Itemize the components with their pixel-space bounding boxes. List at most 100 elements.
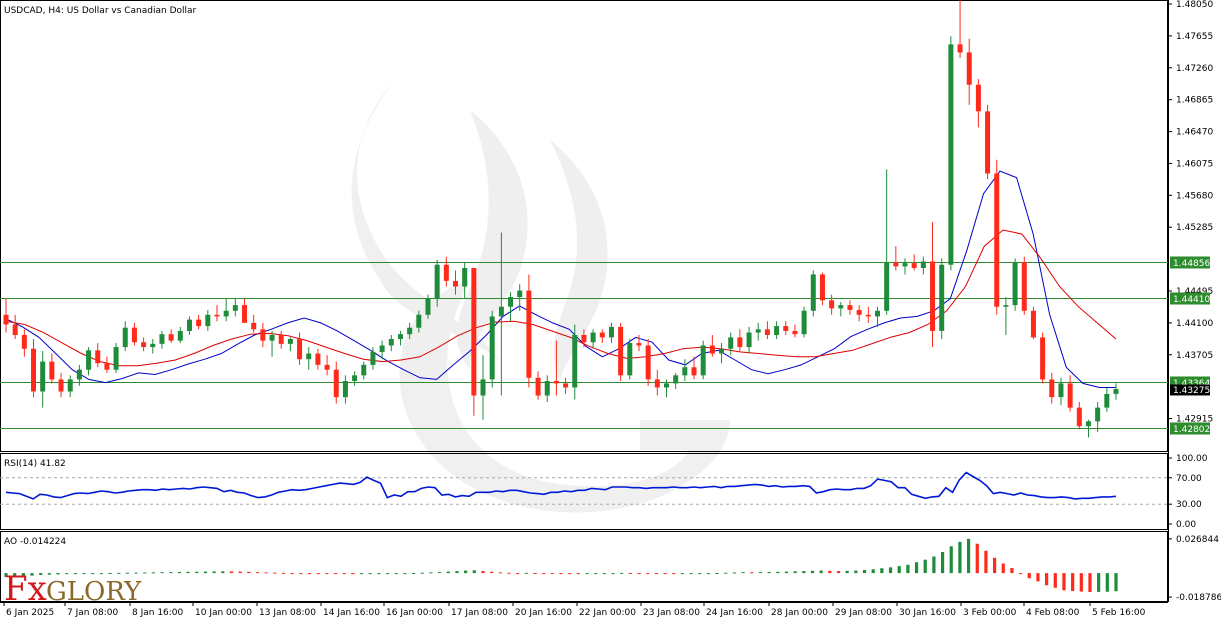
ao-bar <box>871 569 875 574</box>
candle-body <box>645 345 651 380</box>
ao-bar <box>498 572 502 574</box>
ao-bar <box>906 564 910 574</box>
candle-body <box>434 264 440 299</box>
rsi-polyline <box>5 471 1117 500</box>
ao-bar <box>888 567 893 574</box>
ao-bar <box>646 573 650 575</box>
panel-frames <box>0 0 1168 602</box>
ao-bar <box>966 538 971 574</box>
ao-bar <box>1010 568 1014 574</box>
ao-bar <box>221 571 225 574</box>
ao-bar <box>819 570 823 574</box>
ao-bar <box>620 572 624 574</box>
ao-bar <box>411 572 416 574</box>
price-axis-ticks: 1.48050 1.47655 1.47260 1.46865 1.46470 1.460… <box>1168 0 1221 603</box>
candle-body <box>719 348 725 354</box>
level-label-text: 1.42802 <box>1173 425 1210 435</box>
candle-body <box>223 310 229 317</box>
ao-bar <box>672 573 676 575</box>
candle-body <box>31 348 37 392</box>
candle-body <box>489 316 495 380</box>
ao-bar <box>281 572 286 574</box>
ao-bar <box>1036 573 1040 582</box>
price-tick-label: 1.45285 <box>1176 223 1213 233</box>
ao-bar <box>472 570 476 574</box>
chart-title: USDCAD, H4: US Dollar vs Canadian Dollar <box>4 6 197 16</box>
time-tick-label: 5 Feb 16:00 <box>1092 608 1146 618</box>
ao-bar <box>420 572 424 574</box>
candle-body <box>1012 262 1018 306</box>
price-tick-label: 1.43705 <box>1176 351 1213 361</box>
candle-body <box>948 44 954 265</box>
candle-body <box>682 367 688 376</box>
candle-body <box>618 326 624 376</box>
time-tick-label: 20 Jan 16:00 <box>515 608 572 618</box>
ao-bar <box>212 571 216 574</box>
ao-bar <box>316 573 320 575</box>
ao-bar <box>654 573 658 575</box>
ao-bar <box>1105 573 1109 592</box>
rsi-tick-label: 100.00 <box>1176 454 1208 464</box>
candle-body <box>370 351 376 365</box>
candle-body <box>58 379 64 392</box>
ao-bar <box>706 573 711 575</box>
candle-body <box>1003 305 1009 307</box>
candle-body <box>1113 389 1119 394</box>
ao-bar <box>862 570 867 574</box>
candle-body <box>168 334 174 341</box>
rsi-line <box>5 471 1117 500</box>
candle-body <box>535 377 541 396</box>
candle-body <box>911 263 917 268</box>
time-tick-label: 13 Jan 08:00 <box>259 608 316 618</box>
ao-bar <box>247 571 251 574</box>
candle-body <box>563 383 569 388</box>
ao-bar <box>602 573 606 575</box>
candle-body <box>315 353 321 365</box>
ao-bar <box>1045 573 1049 586</box>
candle-body <box>196 319 202 327</box>
ao-bar <box>559 573 563 575</box>
ao-bar <box>273 572 277 574</box>
candle-body <box>930 261 936 331</box>
ao-bar <box>698 573 702 575</box>
ao-bar <box>1097 573 1101 592</box>
ao-bar <box>802 571 806 574</box>
time-axis-ticks: 6 Jan 2025 7 Jan 08:00 8 Jan 16:00 10 Jan 0… <box>3 602 1146 618</box>
candle-body <box>1104 393 1110 408</box>
time-tick-label: 30 Jan 16:00 <box>899 608 956 618</box>
candle-body <box>838 305 844 309</box>
ao-bar <box>299 573 303 575</box>
ao-bar <box>455 571 459 574</box>
candle-body <box>709 345 715 354</box>
candle-body <box>737 337 743 348</box>
price-tick-label: 1.44100 <box>1176 319 1213 329</box>
ao-bar <box>1001 563 1005 574</box>
candle-body <box>902 263 908 267</box>
ao-bar <box>377 573 381 575</box>
candle-body <box>985 111 991 174</box>
ao-bar <box>836 571 841 574</box>
candle-body <box>1058 383 1064 398</box>
candle-body <box>865 314 871 317</box>
candle-body <box>847 305 853 310</box>
time-tick-label: 23 Jan 08:00 <box>643 608 700 618</box>
candle-body <box>186 319 192 331</box>
candle-body <box>278 334 284 344</box>
candle-body <box>517 290 523 298</box>
candle-body <box>728 337 734 349</box>
candle-body <box>884 262 890 311</box>
ao-bar <box>1027 573 1031 579</box>
ao-title: AO -0.014224 <box>4 537 66 547</box>
candle-body <box>471 267 477 396</box>
candle-body <box>1021 262 1027 311</box>
candle-body <box>141 342 147 348</box>
ao-bar <box>464 570 468 574</box>
ao-bar <box>1088 573 1092 592</box>
ao-bar <box>992 557 997 574</box>
ao-bar <box>403 573 407 575</box>
level-label-text: 1.44856 <box>1173 259 1210 269</box>
price-tick-label: 1.42915 <box>1176 415 1213 425</box>
ao-bar <box>13 573 17 577</box>
ao-bar <box>264 572 268 574</box>
